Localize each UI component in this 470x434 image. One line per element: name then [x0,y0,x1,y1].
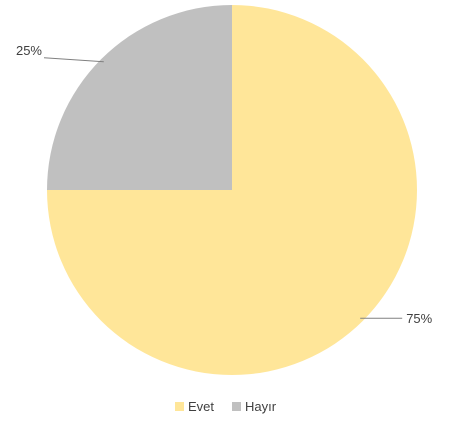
pie-slice-2 [47,5,232,190]
data-labels: 75% 25% [16,43,433,326]
pie-slices [47,5,417,375]
data-label-2: 25% [16,43,42,58]
legend-swatch-2 [232,402,241,411]
legend-swatch-1 [175,402,184,411]
data-label-1: 75% [406,311,432,326]
legend: Evet Hayır [175,399,277,414]
legend-label-2: Hayır [245,399,277,414]
legend-label-1: Evet [188,399,214,414]
leader-lines [43,57,403,319]
leader-line-2 [43,57,104,63]
